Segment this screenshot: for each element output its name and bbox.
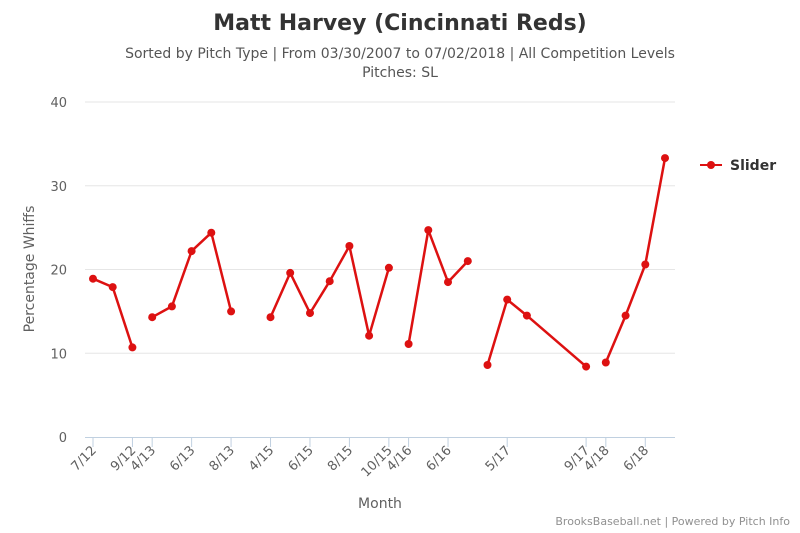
y-axis-ticks: 0 10 20 30 40 — [50, 96, 67, 446]
series-line-slider — [269, 244, 391, 337]
series-line-slider — [407, 228, 469, 345]
y-tick-label: 40 — [50, 96, 67, 111]
legend[interactable]: Slider — [700, 158, 776, 174]
data-point[interactable] — [266, 313, 275, 322]
series-layer — [89, 154, 669, 371]
data-point[interactable] — [325, 277, 334, 286]
data-point[interactable] — [128, 343, 137, 352]
data-point[interactable] — [365, 331, 374, 340]
data-point[interactable] — [207, 228, 216, 237]
data-point[interactable] — [286, 268, 295, 277]
chart-subtitle-line2: Pitches: SL — [362, 65, 438, 81]
x-tick-label: 6/16 — [424, 443, 455, 474]
chart-subtitle-line1: Sorted by Pitch Type | From 03/30/2007 t… — [125, 46, 675, 62]
series-line-slider — [151, 231, 233, 319]
y-axis-title: Percentage Whiffs — [22, 206, 38, 333]
x-axis-title: Month — [358, 496, 402, 512]
x-tick-label: 4/15 — [246, 443, 277, 474]
data-point[interactable] — [463, 257, 472, 266]
legend-marker-slider — [707, 161, 715, 169]
data-point[interactable] — [483, 361, 492, 369]
data-point[interactable] — [661, 154, 669, 163]
data-point[interactable] — [89, 274, 97, 283]
data-point[interactable] — [345, 242, 354, 250]
series-line-slider — [604, 157, 667, 363]
y-tick-label: 10 — [50, 347, 67, 362]
x-tick-label: 6/13 — [167, 443, 198, 474]
x-tick-label: 5/17 — [483, 443, 514, 474]
data-point[interactable] — [108, 283, 117, 292]
data-point[interactable] — [384, 263, 393, 272]
x-tick-label: 8/15 — [325, 443, 356, 474]
x-tick-label: 6/15 — [286, 443, 317, 474]
data-point[interactable] — [227, 307, 236, 316]
data-point[interactable] — [424, 226, 433, 235]
y-tick-label: 0 — [59, 431, 67, 446]
x-tick-label: 8/13 — [207, 443, 238, 474]
grid-lines — [85, 101, 675, 354]
data-point[interactable] — [601, 358, 610, 367]
legend-label-slider: Slider — [730, 158, 776, 174]
data-point[interactable] — [503, 295, 512, 304]
y-tick-label: 30 — [50, 180, 67, 195]
data-point[interactable] — [522, 311, 531, 320]
x-tick-label: 6/18 — [621, 443, 652, 474]
data-point[interactable] — [167, 302, 176, 311]
data-point[interactable] — [306, 309, 314, 318]
data-point[interactable] — [621, 311, 630, 320]
data-point[interactable] — [444, 278, 452, 287]
x-axis-ticks: 7/12 9/124/13 6/13 8/13 4/15 6/15 8/15 10/154/1… — [69, 437, 652, 480]
series-line-slider — [486, 298, 587, 368]
y-tick-label: 20 — [50, 264, 67, 279]
data-point[interactable] — [404, 340, 413, 348]
data-point[interactable] — [148, 313, 157, 322]
data-point[interactable] — [641, 260, 650, 269]
chart-title: Matt Harvey (Cincinnati Reds) — [213, 11, 586, 36]
x-tick-label: 7/12 — [69, 443, 100, 474]
data-point[interactable] — [582, 362, 591, 371]
credits[interactable]: BrooksBaseball.net | Powered by Pitch In… — [555, 515, 790, 528]
data-point[interactable] — [187, 247, 196, 256]
